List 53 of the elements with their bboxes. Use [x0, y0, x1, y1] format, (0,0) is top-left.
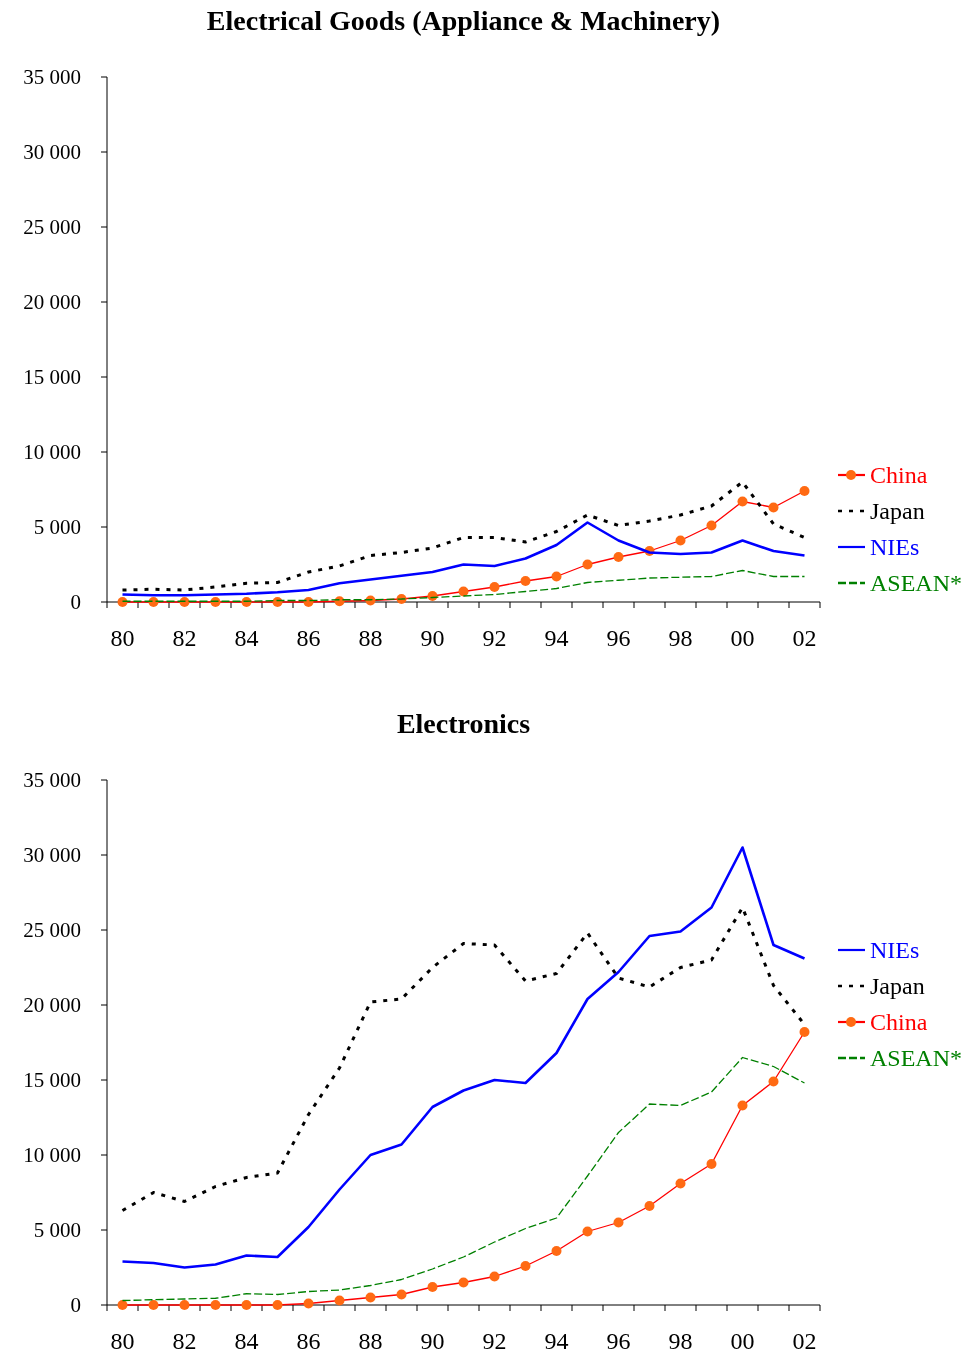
x-tick-label: 96	[606, 625, 631, 651]
y-tick-label: 30 000	[23, 843, 81, 867]
line-series	[121, 846, 806, 1269]
x-tick-label: 90	[420, 1328, 445, 1354]
x-tick-label: 00	[730, 625, 755, 651]
x-tick-label: 92	[482, 625, 507, 651]
y-tick-label: 20 000	[23, 290, 81, 314]
x-tick-label: 98	[668, 1328, 693, 1354]
x-tick-label: 86	[296, 1328, 321, 1354]
x-tick-label: 94	[544, 1328, 569, 1354]
y-tick-label: 15 000	[23, 365, 81, 389]
chart-title: Electronics	[396, 708, 531, 739]
y-tick-label: 15 000	[23, 1068, 81, 1092]
x-tick-label: 82	[172, 625, 197, 651]
x-tick-label: 94	[544, 625, 569, 651]
x-tick-label: 02	[792, 1328, 817, 1354]
y-tick-label: 5 000	[33, 515, 81, 539]
y-tick-label: 10 000	[23, 1143, 81, 1167]
x-tick-label: 88	[358, 1328, 383, 1354]
x-tick-label: 90	[420, 625, 445, 651]
x-tick-label: 80	[110, 1328, 135, 1354]
x-tick-label: 02	[792, 625, 817, 651]
line-series	[121, 480, 806, 592]
x-tick-label: 92	[482, 1328, 507, 1354]
legend-label: ASEAN*	[870, 570, 963, 596]
y-tick-label: 0	[70, 1293, 81, 1317]
y-tick-label: 35 000	[23, 65, 81, 89]
legend-label: China	[870, 1009, 928, 1035]
x-tick-label: 80	[110, 625, 135, 651]
legend-label: NIEs	[870, 937, 920, 963]
y-tick-label: 20 000	[23, 993, 81, 1017]
x-tick-label: 96	[606, 1328, 631, 1354]
y-tick-label: 10 000	[23, 440, 81, 464]
x-tick-label: 98	[668, 625, 693, 651]
y-tick-label: 30 000	[23, 140, 81, 164]
y-tick-label: 25 000	[23, 215, 81, 239]
y-tick-label: 25 000	[23, 918, 81, 942]
y-tick-label: 35 000	[23, 768, 81, 792]
legend-label: NIEs	[870, 534, 920, 560]
legend-label: ASEAN*	[870, 1045, 963, 1071]
chart-title: Electrical Goods (Appliance & Machinery)	[206, 5, 721, 36]
legend-label: Japan	[870, 498, 925, 524]
legend-label: China	[870, 462, 928, 488]
x-tick-label: 86	[296, 625, 321, 651]
x-tick-label: 88	[358, 625, 383, 651]
x-tick-label: 82	[172, 1328, 197, 1354]
y-tick-label: 5 000	[33, 1218, 81, 1242]
x-tick-label: 84	[234, 1328, 259, 1354]
y-tick-label: 0	[70, 590, 81, 614]
x-tick-label: 84	[234, 625, 259, 651]
legend-label: Japan	[870, 973, 925, 999]
line-series	[121, 906, 806, 1212]
x-tick-label: 00	[730, 1328, 755, 1354]
